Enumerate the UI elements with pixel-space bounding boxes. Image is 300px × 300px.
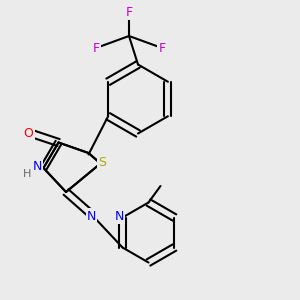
Text: F: F (92, 41, 100, 55)
Text: S: S (98, 155, 106, 169)
Text: N: N (33, 160, 42, 173)
Text: N: N (87, 209, 96, 223)
Text: F: F (125, 5, 133, 19)
Text: N: N (115, 209, 124, 223)
Text: H: H (23, 169, 31, 179)
Text: O: O (24, 127, 33, 140)
Text: F: F (158, 41, 166, 55)
